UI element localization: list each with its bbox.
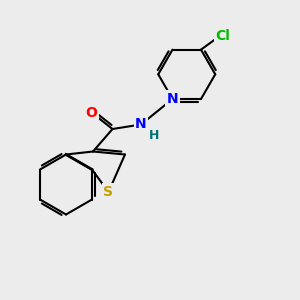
Text: Cl: Cl [215, 29, 230, 43]
Text: N: N [167, 92, 178, 106]
Text: H: H [148, 129, 159, 142]
Text: N: N [135, 118, 147, 131]
Text: O: O [85, 106, 98, 119]
Text: S: S [103, 185, 113, 199]
